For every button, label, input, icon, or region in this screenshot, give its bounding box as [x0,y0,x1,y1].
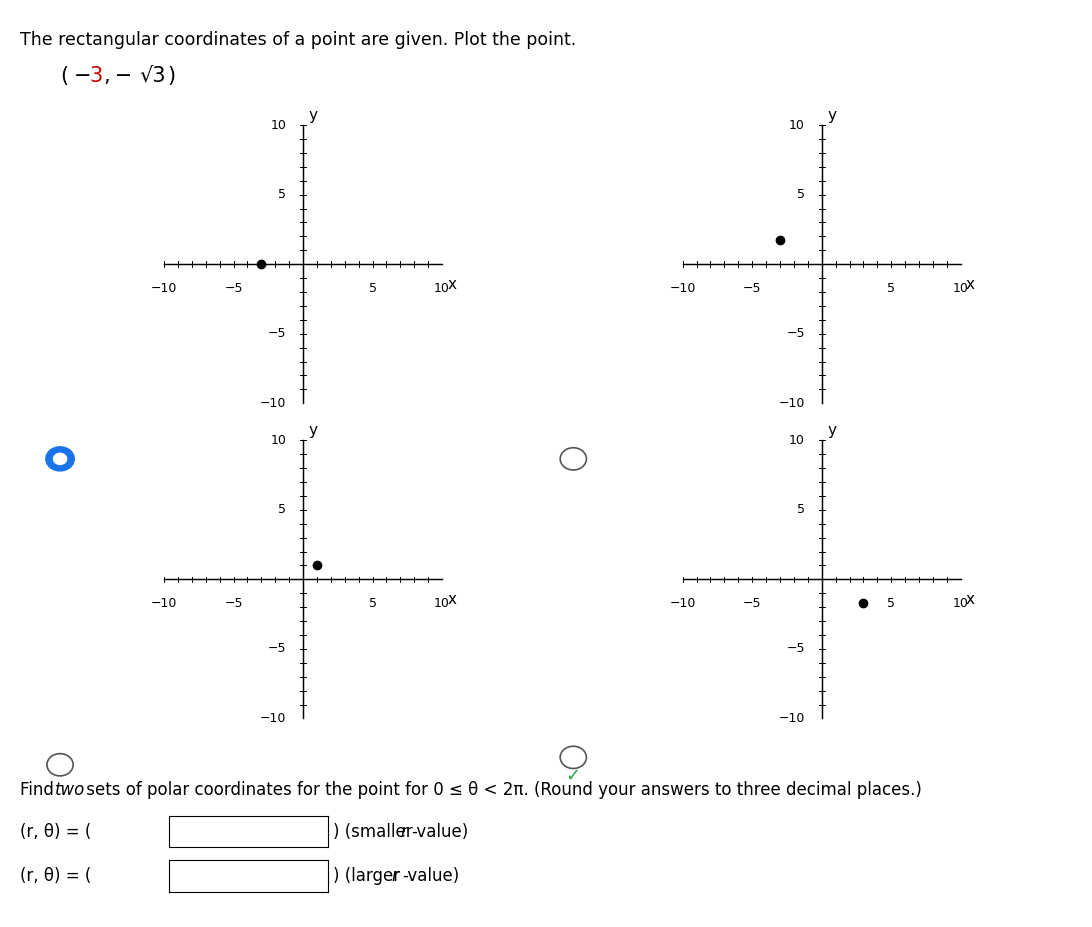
Text: 10: 10 [953,598,969,611]
Text: ) (smaller: ) (smaller [333,822,418,841]
Text: ) (larger: ) (larger [333,867,405,885]
Text: , −: , − [104,66,132,86]
Text: r: r [391,867,397,885]
Text: y: y [828,423,836,438]
Text: √3: √3 [140,66,166,86]
Text: 5: 5 [797,188,805,201]
Text: −: − [74,66,92,86]
Text: −10: −10 [260,712,286,725]
Text: −10: −10 [669,598,696,611]
Text: ✓: ✓ [566,767,581,785]
Text: 5: 5 [888,282,895,296]
Text: y: y [828,108,836,123]
Text: x: x [448,276,456,292]
Text: 5: 5 [369,598,377,611]
Text: y: y [309,108,318,123]
Text: The rectangular coordinates of a point are given. Plot the point.: The rectangular coordinates of a point a… [20,31,575,48]
Text: x: x [966,276,975,292]
Text: -value): -value) [412,822,468,841]
Text: x: x [966,592,975,607]
Text: 10: 10 [435,282,450,296]
Text: 5: 5 [278,503,286,516]
Text: (r, θ) = (: (r, θ) = ( [20,822,91,841]
Text: −5: −5 [224,282,242,296]
Text: −10: −10 [669,282,696,296]
Text: 10: 10 [435,598,450,611]
Text: 3: 3 [90,66,103,86]
Text: -value): -value) [402,867,459,885]
Text: Find: Find [20,781,59,798]
Text: 5: 5 [797,503,805,516]
Text: sets of polar coordinates for the point for 0 ≤ θ < 2π. (Round your answers to t: sets of polar coordinates for the point … [81,781,922,798]
Text: (r, θ) = (: (r, θ) = ( [20,867,91,885]
Text: y: y [309,423,318,438]
Text: x: x [448,592,456,607]
Text: 10: 10 [953,282,969,296]
Text: −5: −5 [786,327,805,340]
Text: ): ) [167,66,175,86]
Text: −5: −5 [743,282,761,296]
Text: r: r [401,822,407,841]
Text: −10: −10 [779,397,805,410]
Text: 10: 10 [271,434,286,447]
Text: 5: 5 [888,598,895,611]
Text: 5: 5 [369,282,377,296]
Text: −10: −10 [260,397,286,410]
Text: −10: −10 [151,282,177,296]
Text: 10: 10 [790,119,805,132]
Text: −5: −5 [268,642,286,655]
Text: 10: 10 [790,434,805,447]
Text: 5: 5 [278,188,286,201]
Text: −5: −5 [786,642,805,655]
Text: −10: −10 [779,712,805,725]
Text: −5: −5 [268,327,286,340]
Text: 10: 10 [271,119,286,132]
Text: −5: −5 [743,598,761,611]
Text: (: ( [60,66,68,86]
Text: two: two [55,781,85,798]
Text: −5: −5 [224,598,242,611]
Text: −10: −10 [151,598,177,611]
